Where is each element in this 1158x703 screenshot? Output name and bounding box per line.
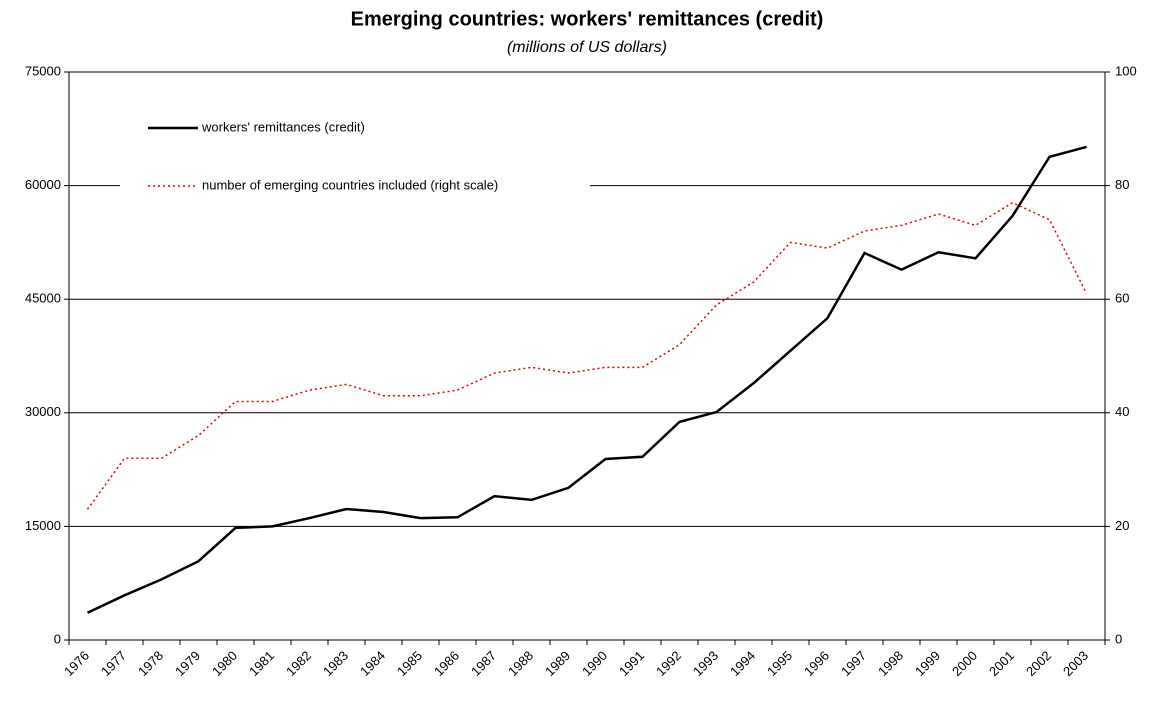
legend-background (120, 110, 590, 202)
x-tick-label: 1986 (431, 648, 462, 679)
y-tick-label: 15000 (25, 518, 61, 533)
x-tick-label: 1976 (61, 648, 92, 679)
x-tick-label: 1978 (135, 648, 166, 679)
y-tick-label: 60000 (25, 177, 61, 192)
y2-tick-label: 40 (1115, 404, 1129, 419)
series-line (86, 201, 1088, 510)
x-tick-label: 1993 (690, 648, 721, 679)
x-tick-label: 1994 (727, 648, 758, 679)
x-tick-label: 2003 (1060, 648, 1091, 679)
x-tick-label: 1977 (98, 648, 129, 679)
y2-tick-label: 80 (1115, 177, 1129, 192)
y-tick-label: 75000 (25, 63, 61, 78)
x-tick-label: 1992 (653, 648, 684, 679)
x-tick-label: 2002 (1023, 648, 1054, 679)
y2-tick-label: 100 (1115, 63, 1137, 78)
legend-label: workers' remittances (credit) (201, 119, 365, 134)
x-tick-label: 1991 (616, 648, 647, 679)
x-tick-label: 1982 (283, 648, 314, 679)
series-line (86, 145, 1087, 614)
y2-tick-label: 60 (1115, 291, 1129, 306)
x-tick-label: 2001 (986, 648, 1017, 679)
x-tick-label: 1988 (505, 648, 536, 679)
y-tick-label: 30000 (25, 404, 61, 419)
x-tick-label: 1997 (838, 648, 869, 679)
x-tick-label: 1990 (579, 648, 610, 679)
x-tick-label: 1989 (542, 648, 573, 679)
x-tick-label: 1985 (394, 648, 425, 679)
y-tick-label: 45000 (25, 291, 61, 306)
chart-title: Emerging countries: workers' remittances… (351, 8, 824, 30)
x-tick-label: 1983 (320, 648, 351, 679)
x-tick-label: 1980 (209, 648, 240, 679)
x-tick-label: 1984 (357, 648, 388, 679)
x-tick-label: 1981 (246, 648, 277, 679)
x-tick-label: 2000 (949, 648, 980, 679)
x-tick-label: 1995 (764, 648, 795, 679)
x-tick-label: 1987 (468, 648, 499, 679)
x-tick-label: 1996 (801, 648, 832, 679)
y2-tick-label: 0 (1115, 631, 1122, 646)
y2-tick-label: 20 (1115, 518, 1129, 533)
legend-label: number of emerging countries included (r… (202, 177, 498, 192)
x-tick-label: 1998 (875, 648, 906, 679)
chart-subtitle: (millions of US dollars) (507, 39, 667, 56)
x-tick-label: 1999 (912, 648, 943, 679)
y-tick-label: 0 (54, 631, 61, 646)
x-tick-label: 1979 (172, 648, 203, 679)
